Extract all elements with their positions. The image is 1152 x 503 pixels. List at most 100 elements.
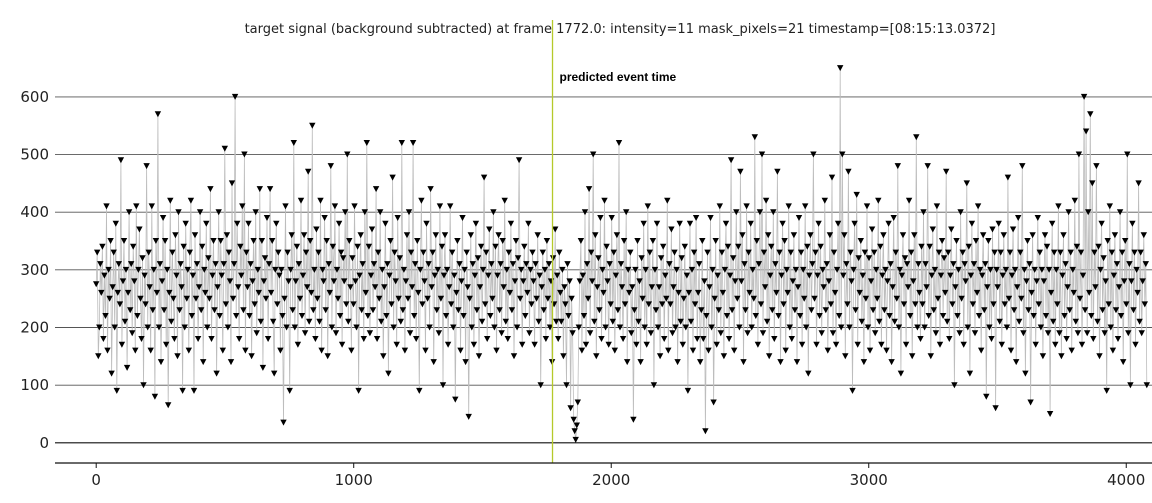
data-point <box>319 266 326 273</box>
data-point <box>476 284 484 291</box>
data-point <box>992 405 999 412</box>
data-point <box>1016 318 1023 325</box>
data-point <box>581 209 589 216</box>
data-point <box>1075 151 1083 158</box>
data-point <box>178 284 185 291</box>
data-point <box>143 163 150 170</box>
data-point <box>199 243 206 250</box>
data-point <box>409 140 417 146</box>
data-point <box>809 261 816 268</box>
data-point <box>785 203 792 210</box>
data-point <box>1126 261 1133 268</box>
data-point <box>541 266 549 273</box>
data-point <box>155 324 163 331</box>
data-point <box>191 232 199 239</box>
data-point <box>487 313 494 319</box>
data-point <box>683 272 691 279</box>
data-point <box>700 336 707 342</box>
data-point <box>981 307 988 314</box>
data-point <box>1022 370 1029 377</box>
data-point <box>975 313 983 319</box>
data-point <box>669 330 676 337</box>
data-point <box>837 65 844 72</box>
data-point <box>832 341 840 348</box>
data-point <box>824 347 831 354</box>
data-point <box>347 284 354 291</box>
data-point <box>460 313 467 319</box>
data-point <box>719 289 727 296</box>
data-point <box>505 249 512 256</box>
data-point <box>262 295 270 302</box>
data-point <box>459 215 466 221</box>
data-point <box>104 347 111 354</box>
data-point <box>625 266 632 273</box>
data-point <box>275 249 282 256</box>
data-point <box>989 226 996 233</box>
data-point <box>665 347 672 354</box>
data-point <box>982 261 989 268</box>
data-point <box>1037 324 1045 331</box>
data-point <box>314 295 321 302</box>
data-point <box>681 243 688 250</box>
data-point <box>129 330 136 337</box>
data-point <box>1094 318 1101 325</box>
data-point <box>963 180 970 187</box>
data-point <box>1069 266 1076 273</box>
data-point <box>812 249 819 256</box>
y-tick-label: 500 <box>20 146 49 164</box>
data-point <box>931 266 939 273</box>
data-point <box>198 307 205 314</box>
data-point <box>566 278 573 285</box>
data-point <box>800 266 807 273</box>
data-point <box>249 278 256 285</box>
data-point <box>253 330 260 337</box>
data-point <box>254 266 261 273</box>
data-point <box>236 336 243 342</box>
data-point <box>820 284 827 291</box>
data-point <box>1103 387 1110 394</box>
data-point <box>293 243 301 250</box>
data-point <box>273 220 280 227</box>
data-point <box>942 289 949 296</box>
data-point <box>637 359 644 366</box>
data-point <box>497 261 504 268</box>
data-point <box>757 301 765 308</box>
data-point <box>109 284 116 291</box>
data-point <box>372 186 380 193</box>
data-point <box>861 249 869 256</box>
data-point <box>428 284 435 291</box>
data-point <box>180 243 187 250</box>
data-point <box>1023 278 1030 285</box>
data-point <box>968 220 976 227</box>
data-point <box>774 168 781 175</box>
data-point <box>534 232 541 239</box>
data-point <box>559 266 566 273</box>
data-point <box>650 382 658 389</box>
data-point <box>437 295 445 302</box>
data-point <box>614 307 622 314</box>
data-point <box>701 278 708 285</box>
data-point <box>305 168 312 175</box>
data-point <box>181 324 188 331</box>
data-point <box>1058 353 1065 360</box>
data-point <box>1068 347 1075 354</box>
x-tick-label: 0 <box>91 471 101 489</box>
data-point <box>1084 330 1091 337</box>
data-point <box>171 336 178 342</box>
data-point <box>117 157 125 164</box>
data-point <box>267 289 275 296</box>
data-point <box>773 289 780 296</box>
data-point <box>849 387 856 394</box>
data-point <box>320 278 327 285</box>
data-point <box>1140 232 1147 239</box>
data-point <box>496 307 503 314</box>
data-point <box>438 243 446 250</box>
data-point <box>251 301 258 308</box>
data-point <box>189 272 197 279</box>
data-point <box>266 186 274 193</box>
data-point <box>1138 330 1145 337</box>
data-point <box>946 336 953 342</box>
data-point <box>663 295 670 302</box>
data-point <box>1087 111 1094 118</box>
data-point <box>960 341 967 348</box>
